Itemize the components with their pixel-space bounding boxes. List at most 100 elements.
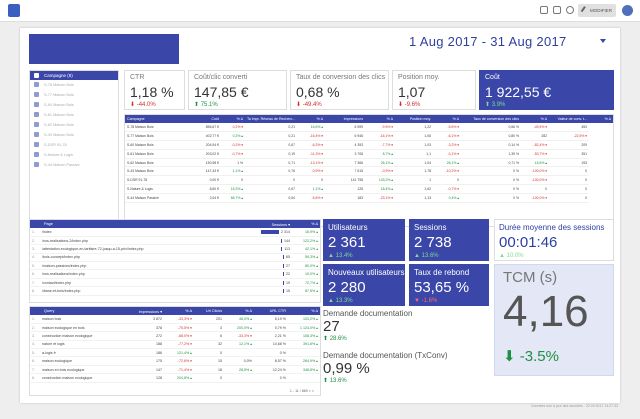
column-header[interactable]: % Δ xyxy=(433,115,461,123)
metric-value: 2 280 xyxy=(328,279,366,296)
page-path[interactable]: /bois-concept/index.php xyxy=(42,255,80,260)
campaign-filter-item[interactable]: S-78 Maison Bois xyxy=(30,80,118,90)
copy-icon[interactable] xyxy=(553,6,561,14)
column-header[interactable]: Query xyxy=(30,307,130,315)
column-header[interactable]: Ta impr. Réseau de Recherc... xyxy=(245,115,297,123)
column-header[interactable]: % Δ xyxy=(292,220,320,228)
column-header[interactable]: % Δ xyxy=(589,115,613,123)
refresh-icon[interactable] xyxy=(540,6,548,14)
sessions-cell: 22 xyxy=(240,269,292,279)
checkbox-icon[interactable] xyxy=(34,142,39,147)
table-cell: 200,0% ▴ xyxy=(224,323,254,333)
campaign-filter-item[interactable]: S-DSR 91-78 xyxy=(30,140,118,150)
share-icon[interactable] xyxy=(566,6,574,14)
query-text[interactable]: nature et logis xyxy=(42,342,65,347)
column-header[interactable]: Taux de conversion des clics xyxy=(461,115,521,123)
column-header[interactable]: Sessions ▾ xyxy=(240,220,292,228)
page-path[interactable]: /contact/index.php xyxy=(42,280,72,285)
campaign-filter-item[interactable]: S-43 Maison Bois xyxy=(30,130,118,140)
page-path[interactable]: /index xyxy=(42,229,52,234)
table-cell: 203,02 € xyxy=(187,149,221,159)
column-header[interactable]: Position moy. xyxy=(395,115,433,123)
checkbox-icon[interactable] xyxy=(34,162,39,167)
table-cell: 201 xyxy=(194,315,224,324)
page-path[interactable]: /maison-passives/index.php xyxy=(42,263,87,268)
column-header[interactable]: Page xyxy=(30,220,240,228)
column-header[interactable]: % Δ xyxy=(221,115,245,123)
delta-cell: 59,3% ▴ xyxy=(292,253,320,263)
row-number: 4. xyxy=(32,255,35,260)
checkbox-icon[interactable] xyxy=(34,132,39,137)
table-cell: 453 xyxy=(549,123,589,133)
column-header[interactable]: % Δ xyxy=(297,115,325,123)
query-text[interactable]: maison en bois ecologique xyxy=(42,367,85,372)
campaign-filter-item-label: S-62 Maison Bois xyxy=(44,123,74,127)
column-header[interactable]: % Δ xyxy=(521,115,549,123)
app-logo-icon[interactable] xyxy=(8,4,20,17)
table-cell: -23,1% ▾ xyxy=(365,193,395,203)
query-text[interactable]: maison ecologique en bois xyxy=(42,325,85,330)
column-header[interactable]: % Δ xyxy=(164,307,194,315)
query-text[interactable]: maison bois xyxy=(42,316,62,321)
doc-delta: ⬆ 13.6% xyxy=(323,378,347,384)
column-header[interactable]: Coût xyxy=(187,115,221,123)
table-cell: -71,4% ▾ xyxy=(164,365,194,375)
campaign-filter-item[interactable]: S-Nature & Logis xyxy=(30,150,118,160)
table-cell: 1,62 xyxy=(395,184,433,194)
row-number: 3. xyxy=(32,246,35,251)
sessions-bar xyxy=(283,255,284,260)
page-path[interactable]: /nos-realisations/index.php xyxy=(42,272,85,277)
edit-button[interactable]: MODIFIER xyxy=(578,4,616,17)
date-range-control[interactable]: 1 Aug 2017 - 31 Aug 2017 xyxy=(409,34,567,49)
column-header[interactable]: % Δ xyxy=(288,307,320,315)
sessions-cell: 113 xyxy=(240,244,292,254)
table-row: 6. /nos-realisations/index.php 22 10,0% ▴ xyxy=(30,269,320,279)
column-header[interactable]: % Δ xyxy=(224,307,254,315)
column-header[interactable]: Impressions xyxy=(325,115,365,123)
avatar[interactable] xyxy=(622,5,633,16)
campaign-filter-item[interactable]: S-62 Maison Bois xyxy=(30,120,118,130)
campaign-filter-item-label: S-43 Maison Bois xyxy=(44,133,74,137)
query-text[interactable]: a-logis fr xyxy=(42,350,56,355)
column-header[interactable]: Url Clicks xyxy=(194,307,224,315)
campaign-filter[interactable]: Campagne (9) S-78 Maison Bois S-77 Maison… xyxy=(29,70,119,227)
page-path[interactable]: /nos-realisations-2/index.php xyxy=(42,238,88,243)
checkbox-icon[interactable] xyxy=(34,112,39,117)
row-number: 3. xyxy=(32,333,35,338)
table-cell: 150,98 € xyxy=(187,158,221,168)
column-header[interactable]: URL CTR xyxy=(254,307,288,315)
campaign-filter-item-label: S-60 Maison Bois xyxy=(44,103,74,107)
column-header[interactable]: Impressions ▾ xyxy=(130,307,164,315)
campaign-filter-item[interactable]: S-61 Maison Bois xyxy=(30,110,118,120)
queries-table-pager[interactable]: 1 - 11 / 869 < > xyxy=(289,389,314,393)
query-text[interactable]: construction maison ecologique xyxy=(42,333,93,338)
chevron-down-icon[interactable] xyxy=(600,39,606,43)
checkbox-icon[interactable] xyxy=(34,73,39,78)
campaign-filter-item[interactable]: S-77 Maison Bois xyxy=(30,90,118,100)
table-cell: -33,3% ▾ xyxy=(164,315,194,324)
checkbox-icon[interactable] xyxy=(34,152,39,157)
table-cell: 0 % xyxy=(254,348,288,358)
checkbox-icon[interactable] xyxy=(34,82,39,87)
query-text[interactable]: maison ecologique xyxy=(42,359,72,364)
campaign-filter-item[interactable]: S-60 Maison Bois xyxy=(30,100,118,110)
column-header[interactable]: % Δ xyxy=(365,115,395,123)
checkbox-icon[interactable] xyxy=(34,92,39,97)
table-row: S-60 Maison Bois 204,94 € -0,2% ▾ 0,67 -6,3%… xyxy=(125,140,613,150)
page-path[interactable]: /attestation-ecologique-en-tarifaire-72-… xyxy=(42,246,144,251)
sessions-cell: 144 xyxy=(240,236,292,246)
kpi-cost: Coût 1 922,55 € ⬆ 3.9% xyxy=(479,70,614,110)
campaign-filter-item[interactable]: S-44 Maison Passive xyxy=(30,160,118,170)
column-header[interactable]: Campagne xyxy=(125,115,187,123)
checkbox-icon[interactable] xyxy=(34,102,39,107)
table-cell: 12,1% ▴ xyxy=(224,340,254,350)
column-header[interactable]: Valeur de conv. t... xyxy=(549,115,589,123)
page-path[interactable]: /diane-et-bois/index.php xyxy=(42,288,81,293)
campaign-filter-header[interactable]: Campagne (9) xyxy=(30,71,118,80)
table-cell: 7 366 xyxy=(325,158,365,168)
query-text[interactable]: construction maison ecologique xyxy=(42,375,93,380)
top-toolbar: MODIFIER xyxy=(0,0,640,22)
checkbox-icon[interactable] xyxy=(34,122,39,127)
delta-cell: 42,1% ▴ xyxy=(292,244,320,254)
metric-title: Durée moyenne des sessions xyxy=(499,223,605,232)
